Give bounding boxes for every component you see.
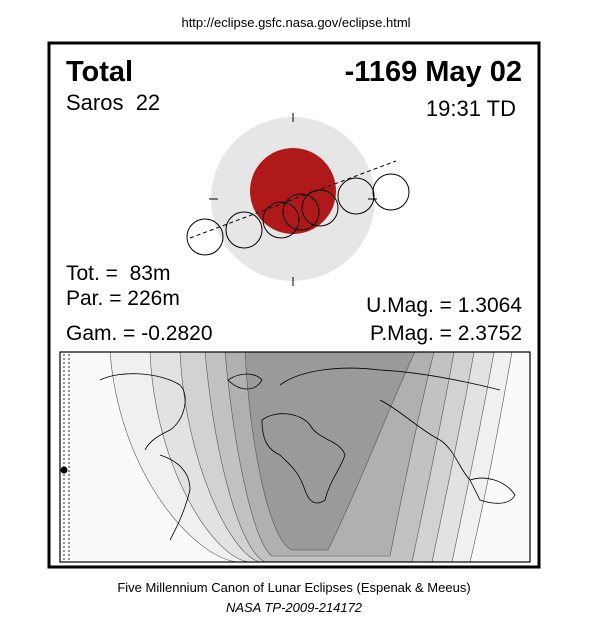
gamma: Gam. = -0.2820 xyxy=(66,322,213,345)
footer-reference: NASA TP-2009-214172 xyxy=(226,600,363,615)
penumbral-magnitude: P.Mag. = 2.3752 xyxy=(370,322,522,345)
source-url: http://eclipse.gsfc.nasa.gov/eclipse.htm… xyxy=(181,15,410,30)
shadow-diagram xyxy=(186,113,410,286)
umbral-magnitude: U.Mag. = 1.3064 xyxy=(366,294,522,317)
eclipse-date: -1169 May 02 xyxy=(345,56,522,88)
eclipse-time: 19:31 TD xyxy=(426,96,516,121)
saros: Saros 22 xyxy=(66,90,160,115)
footer-title: Five Millennium Canon of Lunar Eclipses … xyxy=(117,580,470,595)
total-duration: Tot. = 83m xyxy=(66,262,170,285)
partial-duration: Par. = 226m xyxy=(66,287,180,310)
visibility-map xyxy=(59,351,531,563)
eclipse-type: Total xyxy=(66,56,133,88)
